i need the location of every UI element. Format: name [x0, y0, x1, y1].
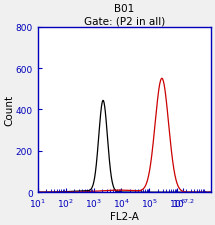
Y-axis label: Count: Count: [4, 94, 14, 126]
Title: B01
Gate: (P2 in all): B01 Gate: (P2 in all): [84, 4, 165, 27]
X-axis label: FL2-A: FL2-A: [110, 211, 139, 221]
